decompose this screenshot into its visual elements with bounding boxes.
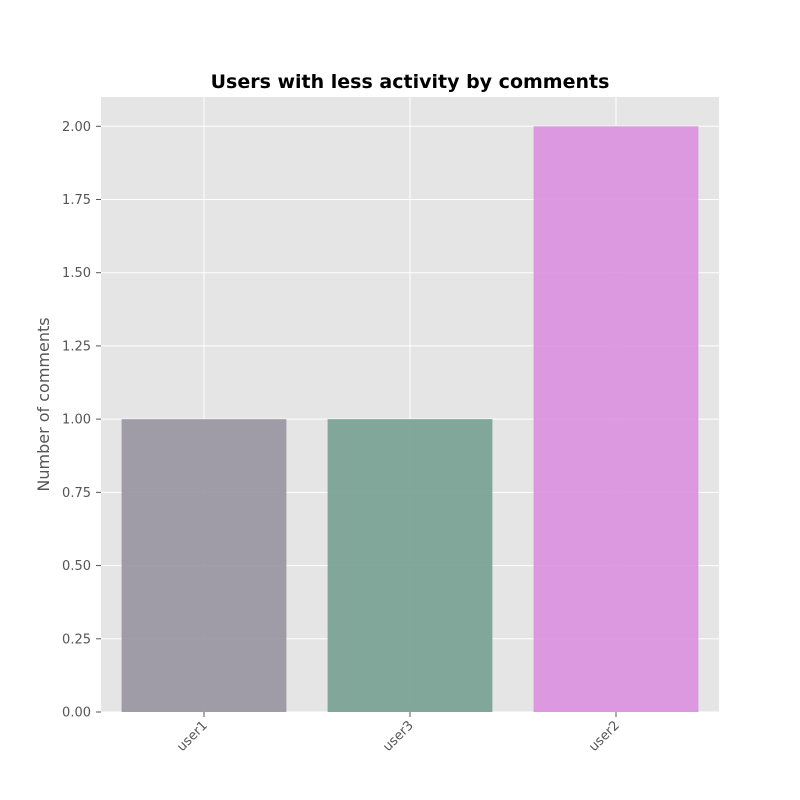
- y-axis-ticks: 0.00 0.25 0.50 0.75 1.00 1.25 1.50 1.75 2.00: [62, 120, 101, 721]
- y-tick-label: 1.25: [62, 339, 91, 354]
- y-tick-label: 0.00: [62, 706, 91, 721]
- bar-user1: [121, 419, 287, 712]
- x-tick-label: user3: [380, 718, 417, 755]
- bars: [121, 126, 699, 713]
- x-tick-label: user1: [174, 718, 211, 755]
- y-axis-label: Number of comments: [34, 317, 53, 491]
- y-tick-label: 0.75: [62, 486, 91, 501]
- y-tick-label: 1.00: [62, 413, 91, 428]
- y-tick-label: 0.50: [62, 559, 91, 574]
- bar-user3: [327, 419, 493, 712]
- x-tick-label: user2: [586, 718, 623, 755]
- y-tick-label: 1.75: [62, 193, 91, 208]
- chart-title: Users with less activity by comments: [211, 71, 610, 93]
- x-axis-ticks: user1 user3 user2: [174, 712, 623, 755]
- y-tick-label: 0.25: [62, 632, 91, 647]
- y-tick-label: 2.00: [62, 120, 91, 135]
- bar-user2: [533, 126, 699, 713]
- y-tick-label: 1.50: [62, 266, 91, 281]
